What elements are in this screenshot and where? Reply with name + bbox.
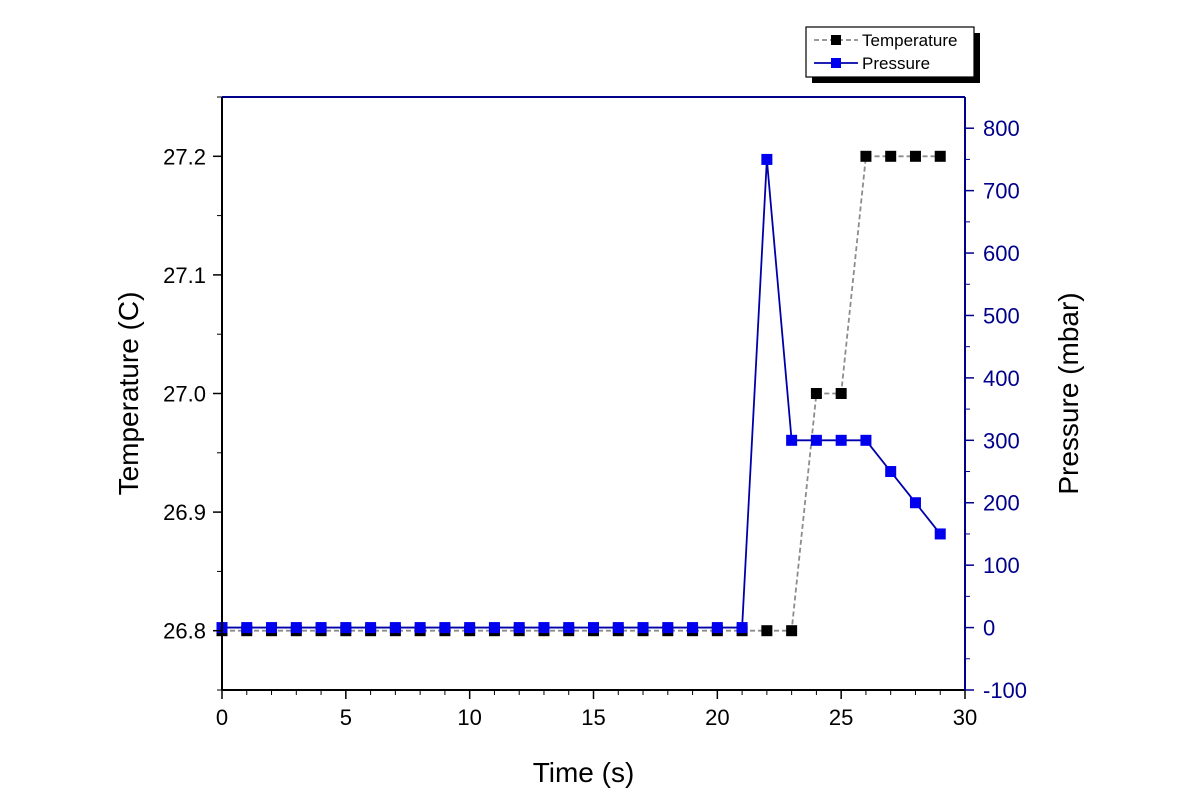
pressure-point xyxy=(513,622,525,634)
y2-tick-label: 700 xyxy=(983,179,1020,204)
temperature-series-line xyxy=(222,155,941,632)
y2-tick-label: 400 xyxy=(983,366,1020,391)
y-tick-label: 26.9 xyxy=(163,500,206,525)
y2-axis-title: Pressure (mbar) xyxy=(1053,292,1084,494)
y-tick-label: 27.2 xyxy=(163,144,206,169)
pressure-point xyxy=(885,466,897,478)
pressure-point xyxy=(711,622,723,634)
pressure-point xyxy=(488,622,500,634)
pressure-point xyxy=(588,622,599,634)
pressure-point xyxy=(860,434,872,446)
pressure-point xyxy=(340,622,352,634)
y-tick-label: 26.8 xyxy=(163,619,206,644)
y2-tick-label: 0 xyxy=(983,616,995,641)
x-tick-label: 20 xyxy=(705,705,729,730)
y2-tick-label: -100 xyxy=(983,678,1027,703)
y2-tick-label: 100 xyxy=(983,553,1020,578)
pressure-point xyxy=(464,622,476,634)
pressure-point xyxy=(414,622,426,634)
pressure-point xyxy=(266,622,278,634)
temperature-point xyxy=(860,150,872,162)
pressure-point xyxy=(538,622,550,634)
y2-tick-label: 500 xyxy=(983,303,1020,328)
pressure-point xyxy=(637,622,649,634)
x-tick-label: 15 xyxy=(581,705,605,730)
x-tick-label: 25 xyxy=(829,705,853,730)
legend-temperature-label: Temperature xyxy=(862,31,957,50)
y-tick-label: 27.0 xyxy=(163,382,206,407)
pressure-point xyxy=(687,622,699,634)
y2-tick-label: 800 xyxy=(983,116,1020,141)
y-axis-title: Temperature (C) xyxy=(113,292,144,496)
pressure-point xyxy=(810,434,822,446)
pressure-point xyxy=(909,497,921,509)
pressure-point xyxy=(612,622,624,634)
legend-pressure-marker xyxy=(831,58,841,68)
y2-tick-label: 200 xyxy=(983,491,1020,516)
x-tick-label: 30 xyxy=(953,705,977,730)
temperature-point xyxy=(786,625,798,637)
pressure-point xyxy=(761,153,773,165)
y-tick-label: 27.1 xyxy=(163,263,206,288)
temperature-point xyxy=(810,388,822,399)
pressure-point xyxy=(934,528,946,540)
x-tick-label: 0 xyxy=(216,705,228,730)
pressure-point xyxy=(662,622,674,634)
pressure-point xyxy=(835,434,847,446)
pressure-point xyxy=(736,622,748,634)
pressure-point xyxy=(786,434,798,446)
temperature-point xyxy=(934,150,946,162)
temperature-point xyxy=(761,625,773,637)
pressure-point xyxy=(563,622,575,634)
legend-temperature-marker xyxy=(831,35,841,45)
y2-tick-label: 600 xyxy=(983,241,1020,266)
pressure-point xyxy=(241,622,253,634)
temperature-point xyxy=(885,150,897,162)
x-axis-title: Time (s) xyxy=(533,757,635,788)
legend-pressure-label: Pressure xyxy=(862,54,930,73)
pressure-point xyxy=(365,622,377,634)
pressure-point xyxy=(439,622,451,634)
y2-tick-label: 300 xyxy=(983,428,1020,453)
x-tick-label: 10 xyxy=(457,705,481,730)
pressure-point xyxy=(389,622,401,634)
x-tick-label: 5 xyxy=(340,705,352,730)
pressure-point xyxy=(315,622,327,634)
pressure-point xyxy=(290,622,302,634)
temperature-point xyxy=(909,150,921,162)
temperature-point xyxy=(835,388,847,399)
